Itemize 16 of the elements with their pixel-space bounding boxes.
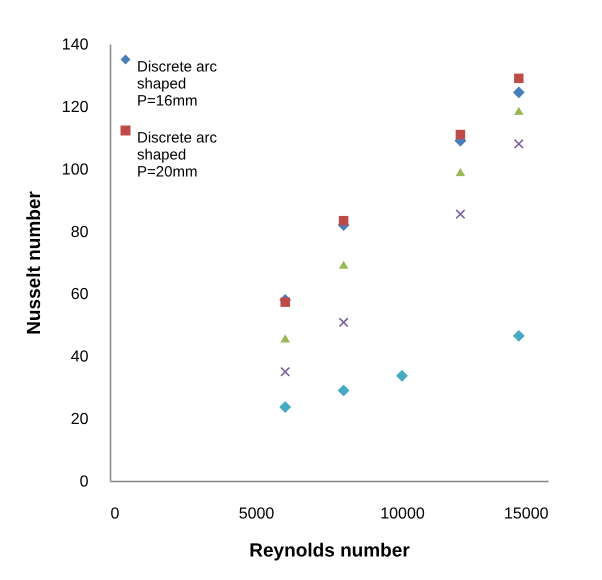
y-tick-label: 100 xyxy=(62,161,89,178)
legend-label: Discrete arc shaped P=16mm xyxy=(137,58,218,110)
y-tick-label: 60 xyxy=(70,286,89,304)
x-tick-label: 10000 xyxy=(380,506,425,522)
y-axis-title: Nusselt number xyxy=(24,190,45,335)
y-tick-label: 140 xyxy=(62,36,89,54)
x-axis-title: Reynolds number xyxy=(249,540,410,562)
y-tick-label: 20 xyxy=(70,411,89,428)
y-tick-label: 120 xyxy=(62,98,89,116)
y-tick-label: 0 xyxy=(80,474,89,490)
y-tick-label: 80 xyxy=(70,224,89,241)
x-tick-label: 5000 xyxy=(238,506,274,522)
legend-label: Discrete arc shaped P=20mm xyxy=(137,130,218,180)
x-tick-label: 15000 xyxy=(504,506,549,522)
x-tick-label: 0 xyxy=(110,506,120,522)
y-tick-label: 40 xyxy=(70,348,89,366)
